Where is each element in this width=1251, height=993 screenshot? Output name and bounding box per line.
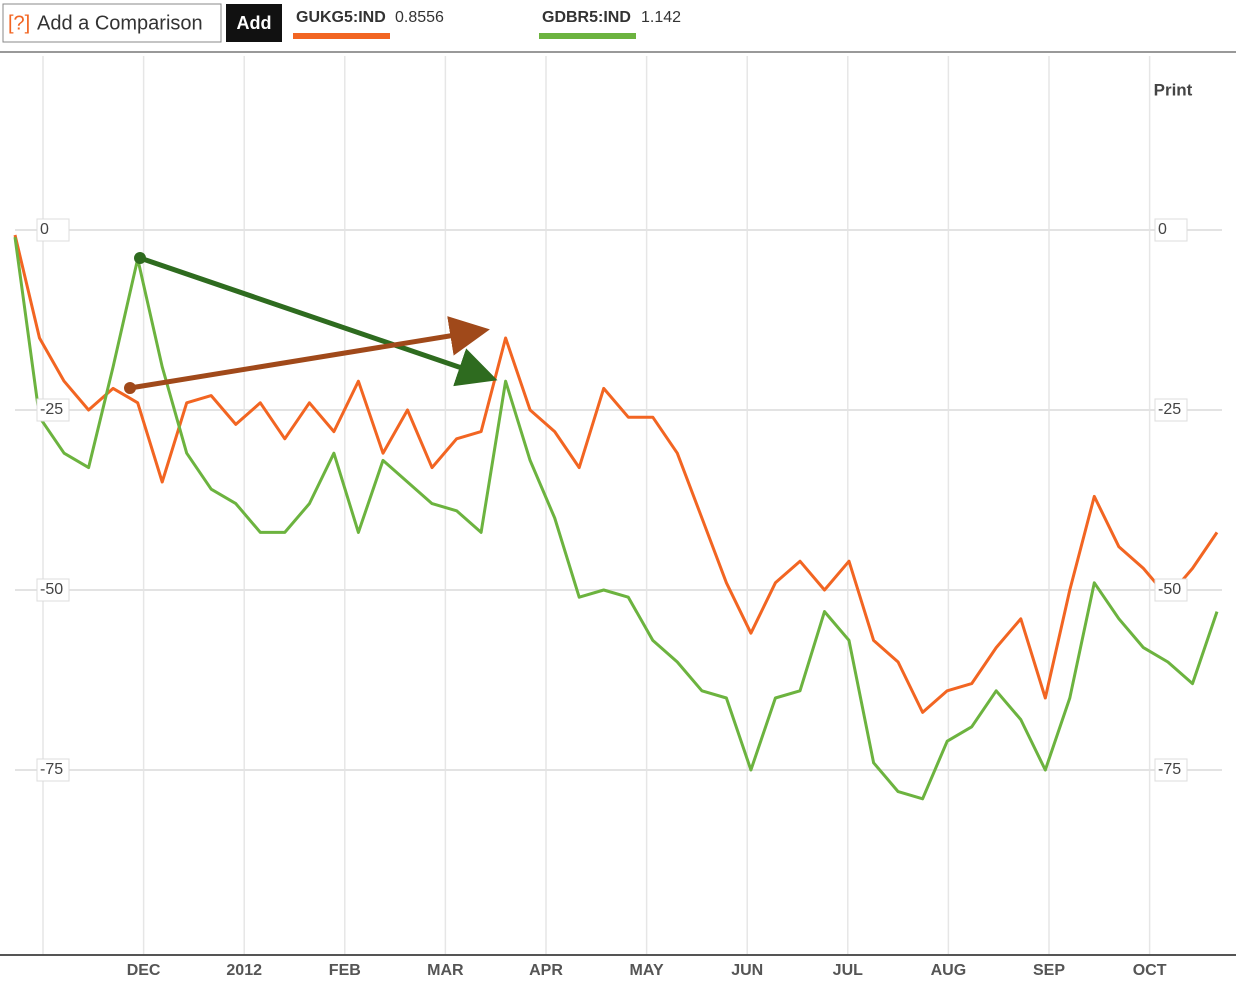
tick-label-box (36, 218, 70, 242)
tick-label-box (36, 398, 70, 422)
add-button-label: Add (237, 13, 272, 33)
legend-value: 0.8556 (395, 9, 444, 26)
tick-label-box (36, 758, 70, 782)
x-tick-label: JUL (833, 962, 863, 979)
y2-tick-label: -25 (1158, 401, 1181, 418)
annotation-arrow (139, 255, 498, 387)
print-button[interactable]: Print (1154, 80, 1193, 99)
x-tick-label: MAY (630, 962, 664, 979)
y2-tick-label: -50 (1158, 581, 1181, 598)
legend-label: GUKG5:IND (296, 9, 386, 26)
tick-label-box (1154, 578, 1188, 602)
y-tick-label: 0 (40, 221, 49, 238)
y-tick-label: -25 (40, 401, 63, 418)
legend-label: GDBR5:IND (542, 9, 631, 26)
legend-swatch (293, 33, 390, 39)
tick-label-box (1154, 218, 1188, 242)
series-line (13, 236, 1219, 801)
input-placeholder: Add a Comparison (37, 12, 203, 34)
x-tick-label: APR (529, 962, 563, 979)
legend-swatch (539, 33, 636, 39)
help-icon[interactable]: [?] (8, 12, 30, 34)
x-tick-label: MAR (427, 962, 464, 979)
comparison-input[interactable] (2, 3, 222, 43)
x-tick-label: FEB (329, 962, 361, 979)
y-tick-label: -75 (40, 761, 63, 778)
legend-value: 1.142 (641, 9, 681, 26)
annotation-arrow (129, 316, 490, 391)
add-button[interactable] (226, 4, 282, 42)
annotation-dot (134, 252, 146, 264)
series-line (13, 234, 1219, 714)
x-tick-label: JUN (731, 962, 763, 979)
tick-label-box (1154, 758, 1188, 782)
x-tick-label: OCT (1133, 962, 1167, 979)
tick-label-box (1154, 398, 1188, 422)
y2-tick-label: 0 (1158, 221, 1167, 238)
x-tick-label: 2012 (226, 962, 262, 979)
y2-tick-label: -75 (1158, 761, 1181, 778)
x-tick-label: DEC (127, 962, 161, 979)
x-tick-label: SEP (1033, 962, 1065, 979)
x-tick-label: AUG (931, 962, 967, 979)
annotation-dot (124, 382, 136, 394)
tick-label-box (36, 578, 70, 602)
y-tick-label: -50 (40, 581, 63, 598)
